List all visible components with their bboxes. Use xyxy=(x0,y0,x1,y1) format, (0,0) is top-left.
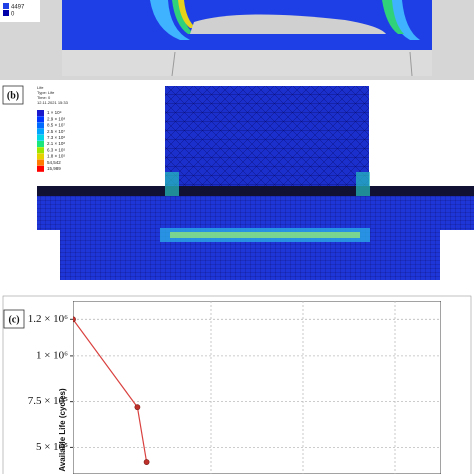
legend-title: Time: 0 xyxy=(37,95,51,100)
legend-value: 15,989 xyxy=(47,166,61,171)
legend-swatch xyxy=(37,153,44,160)
panel-label: (b) xyxy=(7,90,19,101)
contour-ring xyxy=(150,0,190,40)
legend-value: 2.1 × 10⁶ xyxy=(47,141,65,146)
upper-plate-edge xyxy=(37,186,474,196)
legend-swatch xyxy=(37,165,44,172)
legend-box xyxy=(0,0,40,22)
y-tick-label: 5 × 10⁵ xyxy=(36,441,68,453)
legend-value: 4497 xyxy=(11,5,25,11)
panel-label-box xyxy=(2,85,24,105)
legend-value: 2.5 × 10⁷ xyxy=(47,129,65,134)
legend-value: 1.8 × 10⁵ xyxy=(47,154,65,159)
upper-plate-mesh xyxy=(37,196,474,230)
legend-value: 2.9 × 10⁸ xyxy=(47,116,65,121)
legend-swatch xyxy=(37,110,44,116)
legend-swatch xyxy=(37,116,44,123)
plate xyxy=(62,50,432,76)
contour-ring xyxy=(388,0,420,40)
y-axis-label: Available Life (cycles) xyxy=(58,388,67,472)
legend-swatch xyxy=(37,128,44,135)
legend-swatch xyxy=(3,10,9,16)
contour-ring xyxy=(382,0,404,34)
y-tick-label: 7.5 × 10⁵ xyxy=(28,395,68,407)
legend-swatch xyxy=(37,147,44,154)
bolt-head xyxy=(190,14,386,34)
contact-zone xyxy=(170,232,360,238)
bolt-mesh xyxy=(165,86,369,190)
data-point xyxy=(134,404,141,411)
edge-line xyxy=(409,51,413,77)
data-point xyxy=(73,316,76,323)
legend-value: 8.5 × 10⁷ xyxy=(47,123,65,128)
legend-title: Life xyxy=(37,85,44,90)
legend-swatch xyxy=(37,141,44,147)
data-point xyxy=(143,459,150,465)
panel-a: 4497 0 xyxy=(0,0,474,80)
legend-value: 54,542 xyxy=(47,160,61,165)
fillet-zone xyxy=(165,172,179,196)
y-tick-label: 1.2 × 10⁶ xyxy=(28,313,68,325)
legend-value: 7.3 × 10⁶ xyxy=(47,135,65,140)
legend-value: 1 × 10⁹ xyxy=(47,110,62,115)
plot-area xyxy=(73,301,441,474)
contour-ring xyxy=(178,0,196,28)
fillet-zone xyxy=(356,172,370,196)
legend-value: 6.3 × 10⁵ xyxy=(47,147,65,152)
panel-label-box xyxy=(3,309,25,329)
panel-label: (c) xyxy=(8,314,19,325)
y-tick-label: 1 × 10⁶ xyxy=(36,349,68,361)
legend-title: 12.11.2021 15:33 xyxy=(37,100,69,105)
legend-title: Type: Life xyxy=(37,90,55,95)
legend-value: 0 xyxy=(11,12,15,18)
legend-swatch xyxy=(37,122,44,129)
legend-swatch xyxy=(3,3,9,9)
legend-swatch xyxy=(37,134,44,141)
plot-background xyxy=(73,301,441,474)
edge-line xyxy=(171,51,176,77)
legend-swatch xyxy=(37,159,44,166)
panel-c: (c) Available Life (cycles) 1.2 × 10⁶ 1 ×… xyxy=(2,295,472,474)
